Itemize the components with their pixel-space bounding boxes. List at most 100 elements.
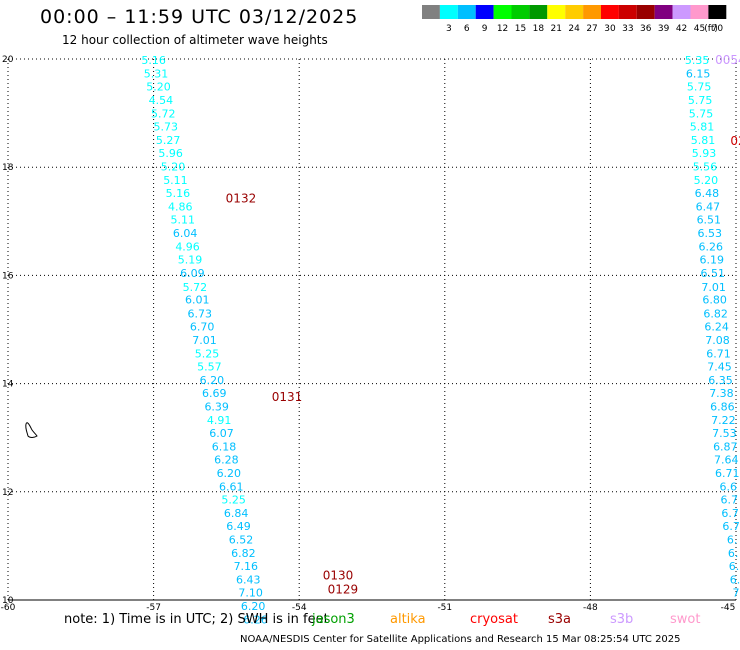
color-scale-bin	[511, 5, 530, 19]
wave-height-value: 6.15	[686, 68, 711, 81]
color-scale-label: 15	[515, 24, 526, 34]
wave-height-value: 5.25	[221, 493, 246, 506]
wave-height-value: 5.31	[144, 68, 169, 81]
wave-height-value: 5.75	[687, 81, 712, 94]
wave-height-value: 6.47	[696, 201, 721, 214]
wave-height-value: 7.45	[707, 360, 732, 373]
pass-time-label: 0132	[226, 192, 257, 206]
x-tick-label: -57	[146, 603, 161, 613]
pass-time-label: 0130	[323, 569, 354, 583]
wave-height-value: 5.96	[158, 147, 183, 160]
satellite-legend-swot: swot	[670, 612, 701, 627]
pass-time-label: 0131	[272, 390, 303, 404]
wave-height-value: 6.26	[699, 241, 724, 254]
wave-height-value: 5.81	[690, 121, 715, 134]
wave-height-value: 7.08	[705, 334, 730, 347]
color-scale-bin	[529, 5, 548, 19]
y-tick-label: 10	[2, 596, 14, 606]
wave-height-value: 6.48	[695, 187, 720, 200]
wave-height-value: 7.64	[714, 453, 739, 466]
wave-height-value: 6.6	[719, 480, 737, 493]
wave-height-value: 6.82	[703, 307, 728, 320]
wave-height-value: 6.80	[702, 294, 727, 307]
wave-height-value: 5.11	[170, 214, 195, 227]
y-tick-label: 18	[2, 163, 14, 173]
color-scale-bin	[565, 5, 584, 19]
color-scale-label: 18	[533, 24, 545, 34]
color-scale-label: 42	[676, 24, 687, 34]
wave-height-value: 6.	[728, 547, 739, 560]
wave-height-value: 6.51	[700, 267, 725, 280]
wave-height-value: 6.20	[200, 374, 225, 387]
wave-height-value: 6.28	[214, 453, 239, 466]
color-scale-bin	[475, 5, 494, 19]
pass-time-label: 0054	[715, 53, 740, 67]
wave-height-value: 6.51	[697, 214, 722, 227]
wave-height-value: 4.91	[207, 414, 232, 427]
wave-height-value: 5.73	[153, 121, 178, 134]
satellite-legend-jason3: jason3	[312, 612, 355, 627]
x-tick-label: -51	[437, 603, 452, 613]
wave-height-value: 4.96	[175, 241, 200, 254]
color-scale-bin	[422, 5, 440, 19]
wave-height-value: 6.01	[185, 294, 210, 307]
wave-height-value: 6.52	[229, 533, 254, 546]
satellite-legend-s3b: s3b	[610, 612, 634, 627]
wave-height-value: 5.75	[689, 108, 714, 121]
color-scale-label: 39	[658, 24, 670, 34]
color-scale-legend: 3 6 9 12 15 18 21 24 27 30 33 36 39 42 45 70(ft)	[422, 5, 727, 34]
wave-height-value: 5.16	[166, 187, 191, 200]
wave-height-value: 7.53	[712, 427, 737, 440]
color-scale-label: 6	[464, 24, 470, 34]
coastline-shape	[25, 422, 38, 438]
color-scale-label: 36	[640, 24, 652, 34]
color-scale-bin	[672, 5, 691, 19]
color-scale-bin	[636, 5, 655, 19]
y-tick-label: 20	[2, 55, 14, 65]
wave-height-value: 6.07	[209, 427, 234, 440]
wave-height-value: 6.49	[226, 520, 251, 533]
color-scale-label: 45	[694, 24, 705, 34]
wave-height-value: 5.72	[151, 108, 176, 121]
wave-height-value: 5.81	[691, 134, 716, 147]
color-scale-label: 24	[568, 24, 580, 34]
wave-height-value: 5.20	[694, 174, 719, 187]
y-tick-label: 14	[2, 380, 14, 390]
x-tick-label: -54	[292, 603, 307, 613]
color-scale-label: 12	[497, 24, 508, 34]
wave-height-value: 6.26	[243, 613, 268, 626]
satellite-legend-s3a: s3a	[548, 612, 572, 627]
color-scale-bin	[654, 5, 673, 19]
satellite-legend-altika: altika	[390, 612, 426, 627]
wave-height-value: 7.22	[711, 414, 736, 427]
wave-height-value: 6.	[729, 560, 740, 573]
color-scale-label: 70	[712, 24, 724, 34]
y-tick-label: 16	[2, 271, 14, 281]
grid-lines	[7, 58, 737, 601]
wave-height-value: 6.61	[219, 480, 244, 493]
color-scale-bin	[457, 5, 476, 19]
pass-time-label: 0129	[328, 583, 359, 597]
wave-height-value: 7	[733, 586, 740, 599]
color-scale-bin	[708, 5, 727, 19]
wave-height-value: 7.16	[234, 560, 259, 573]
color-scale-label: 9	[482, 24, 488, 34]
wave-height-value: 5.19	[178, 254, 203, 267]
color-scale-bin	[601, 5, 619, 19]
wave-height-value: 6.7	[722, 520, 740, 533]
color-scale-label: 30	[604, 24, 616, 34]
wave-height-value: 5.20	[146, 81, 171, 94]
wave-height-value: 5.27	[156, 134, 181, 147]
wave-height-value: 5.25	[195, 347, 220, 360]
color-scale-label: 21	[551, 24, 562, 34]
wave-height-value: 6.39	[204, 400, 229, 413]
wave-height-value: 6.86	[710, 400, 735, 413]
wave-height-value: 6.24	[704, 320, 729, 333]
wave-height-value: 6.53	[698, 227, 723, 240]
chart-subtitle: 12 hour collection of altimeter wave hei…	[62, 33, 328, 47]
wave-height-value: 6.70	[190, 320, 215, 333]
color-scale-bin	[690, 5, 709, 19]
observations-layer: 5.165.315.204.545.725.735.275.965.205.11…	[141, 53, 740, 626]
color-scale-label: 33	[622, 24, 633, 34]
